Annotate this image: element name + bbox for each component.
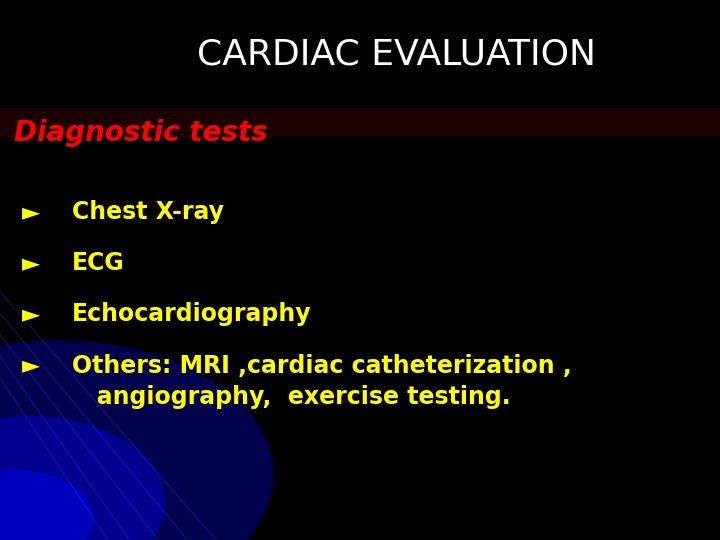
- Text: Diagnostic tests: Diagnostic tests: [14, 119, 268, 147]
- Ellipse shape: [0, 470, 94, 540]
- Ellipse shape: [0, 416, 166, 540]
- Text: Chest X-ray: Chest X-ray: [72, 200, 224, 224]
- Text: ►: ►: [22, 302, 40, 326]
- FancyBboxPatch shape: [0, 108, 720, 138]
- Text: ►: ►: [22, 200, 40, 224]
- Text: Others: MRI ,cardiac catheterization ,
   angiography,  exercise testing.: Others: MRI ,cardiac catheterization , a…: [72, 354, 572, 409]
- Text: ►: ►: [22, 354, 40, 377]
- Text: ECG: ECG: [72, 251, 125, 275]
- Text: CARDIAC EVALUATION: CARDIAC EVALUATION: [197, 38, 595, 72]
- Text: Echocardiography: Echocardiography: [72, 302, 312, 326]
- Ellipse shape: [0, 340, 274, 540]
- Text: ►: ►: [22, 251, 40, 275]
